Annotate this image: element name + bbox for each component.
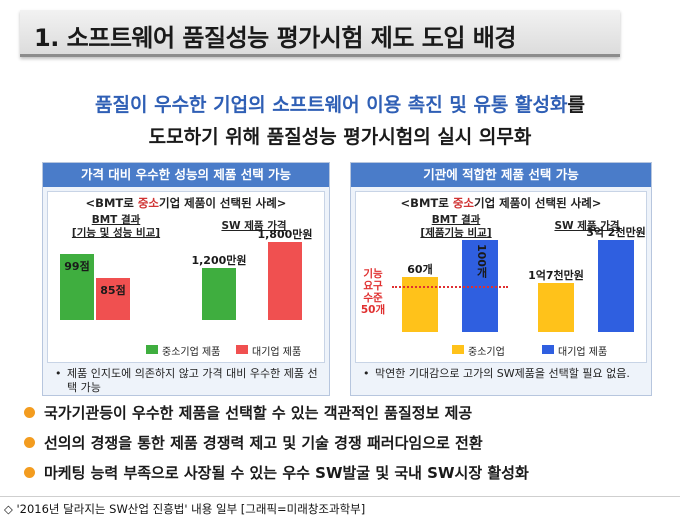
bar bbox=[60, 253, 94, 320]
right-panel-content: <BMT로 중소기업 제품이 선택된 사례> BMT 결과 [제품기능 비교] … bbox=[355, 191, 647, 363]
requirement-label: 기능 요구 수준 50개 bbox=[360, 268, 386, 316]
bullet-item: 선의의 경쟁을 통한 제품 경쟁력 제고 및 기술 경쟁 패러다임으로 전환 bbox=[24, 432, 664, 462]
subtitle-pre: <BMT로 bbox=[85, 196, 138, 210]
right-chart1-label-line2: [제품기능 비교] bbox=[420, 227, 492, 239]
bar bbox=[538, 283, 574, 332]
legend-green-label: 중소기업 제품 bbox=[162, 347, 221, 358]
left-chart1-label: BMT 결과 [기능 및 성능 비교] bbox=[52, 214, 180, 240]
bullet-dot-icon bbox=[24, 407, 35, 418]
subtitle-red: 중소 bbox=[452, 196, 474, 210]
right-chart1: 60개 100개 bbox=[356, 192, 526, 342]
left-panel: 가격 대비 우수한 성능의 제품 선택 가능 <BMT로 중소기업 제품이 선택… bbox=[42, 162, 330, 396]
caption: ◇ '2016년 달라지는 SW산업 진흥법' 내용 일부 [그래픽=미래창조과… bbox=[4, 502, 366, 516]
slide-title: 1. 소프트웨어 품질성능 평가시험 제도 도입 배경 bbox=[34, 24, 516, 52]
left-chart1-label-line1: BMT 결과 bbox=[91, 214, 141, 226]
requirement-line4: 50개 bbox=[360, 304, 386, 316]
right-chart2-label-text: SW 제품 가격 bbox=[554, 220, 620, 232]
left-panel-header: 가격 대비 우수한 성능의 제품 선택 가능 bbox=[43, 163, 329, 187]
bar-value-label: 99점 bbox=[64, 259, 90, 273]
bullet-text: 마케팅 능력 부족으로 사장될 수 있는 우수 SW발굴 및 국내 SW시장 활… bbox=[44, 464, 529, 482]
bar-value-label: 1,800만원 bbox=[257, 228, 313, 241]
bar-value-label: 85점 bbox=[100, 283, 126, 297]
requirement-reference-line bbox=[392, 286, 508, 288]
bullet-list: 국가기관등이 우수한 제품을 선택할 수 있는 객관적인 품질정보 제공 선의의… bbox=[24, 402, 664, 492]
right-panel-note: • 막연한 기대감으로 고가의 SW제품을 선택할 필요 없음. bbox=[363, 367, 643, 381]
bar bbox=[402, 276, 438, 332]
title-bar: 1. 소프트웨어 품질성능 평가시험 제도 도입 배경 bbox=[20, 10, 620, 57]
right-panel-subtitle: <BMT로 중소기업 제품이 선택된 사례> bbox=[356, 195, 646, 211]
right-chart1-label-line1: BMT 결과 bbox=[431, 214, 481, 226]
legend-yellow-swatch bbox=[452, 345, 464, 354]
right-chart2-label: SW 제품 가격 bbox=[528, 220, 646, 233]
legend-green-swatch bbox=[146, 345, 158, 354]
left-chart2-label-text: SW 제품 가격 bbox=[221, 220, 287, 232]
left-panel-note: • 제품 인지도에 의존하지 않고 가격 대비 우수한 제품 선택 가능 bbox=[55, 367, 321, 395]
bar bbox=[96, 277, 130, 320]
headline-line2: 도모하기 위해 품질성능 평가시험의 실시 의무화 bbox=[148, 126, 532, 148]
left-panel-note-text: 제품 인지도에 의존하지 않고 가격 대비 우수한 제품 선택 가능 bbox=[67, 367, 318, 394]
bar-value-label: 3억 2천만원 bbox=[586, 226, 646, 239]
bar bbox=[202, 268, 236, 320]
requirement-line2: 요구 bbox=[363, 280, 383, 292]
left-chart2: 1,200만원 1,800만원 bbox=[48, 192, 324, 332]
note-bullet: • bbox=[55, 367, 62, 380]
legend-red-label: 대기업 제품 bbox=[252, 347, 302, 358]
right-chart2: 1억7천만원 3억 2천만원 bbox=[356, 192, 648, 342]
bullet-dot-icon bbox=[24, 467, 35, 478]
bullet-item: 국가기관등이 우수한 제품을 선택할 수 있는 객관적인 품질정보 제공 bbox=[24, 402, 664, 432]
bar bbox=[598, 240, 634, 332]
bullet-text: 국가기관등이 우수한 제품을 선택할 수 있는 객관적인 품질정보 제공 bbox=[44, 404, 473, 422]
headline-highlight: 품질이 우수한 기업의 소프트웨어 이용 촉진 및 유통 활성화 bbox=[95, 94, 568, 116]
bullet-text: 선의의 경쟁을 통한 제품 경쟁력 제고 및 기술 경쟁 패러다임으로 전환 bbox=[44, 434, 483, 452]
requirement-line1: 기능 bbox=[363, 268, 383, 280]
bar-value-label: 1,200만원 bbox=[191, 254, 247, 267]
caption-divider bbox=[0, 496, 680, 497]
subtitle-post: 기업 제품이 선택된 사례> bbox=[159, 196, 287, 210]
bar-value-label: 100개 bbox=[475, 244, 488, 278]
subtitle-red: 중소 bbox=[137, 196, 159, 210]
right-panel-header: 기관에 적합한 제품 선택 가능 bbox=[351, 163, 651, 187]
requirement-line3: 수준 bbox=[363, 292, 383, 304]
right-chart1-label: BMT 결과 [제품기능 비교] bbox=[396, 214, 516, 240]
left-chart2-label: SW 제품 가격 bbox=[190, 220, 318, 233]
right-panel-note-text: 막연한 기대감으로 고가의 SW제품을 선택할 필요 없음. bbox=[375, 367, 630, 380]
legend-blue-swatch bbox=[542, 345, 554, 354]
left-panel-content: <BMT로 중소기업 제품이 선택된 사례> BMT 결과 [기능 및 성능 비… bbox=[47, 191, 325, 363]
legend-yellow-label: 중소기업 bbox=[468, 347, 505, 358]
subtitle-post: 기업 제품이 선택된 사례> bbox=[474, 196, 602, 210]
note-bullet: • bbox=[363, 367, 370, 380]
right-panel: 기관에 적합한 제품 선택 가능 <BMT로 중소기업 제품이 선택된 사례> … bbox=[350, 162, 652, 396]
bullet-dot-icon bbox=[24, 437, 35, 448]
left-chart1-label-line2: [기능 및 성능 비교] bbox=[71, 227, 161, 239]
bullet-item: 마케팅 능력 부족으로 사장될 수 있는 우수 SW발굴 및 국내 SW시장 활… bbox=[24, 462, 664, 492]
headline-suffix: 를 bbox=[567, 94, 585, 116]
slide: 1. 소프트웨어 품질성능 평가시험 제도 도입 배경 품질이 우수한 기업의 … bbox=[8, 6, 672, 490]
left-chart1: 99점 85점 bbox=[48, 192, 188, 332]
subtitle-pre: <BMT로 bbox=[400, 196, 453, 210]
bar bbox=[268, 242, 302, 320]
bar-value-label: 60개 bbox=[407, 262, 433, 276]
legend-blue-label: 대기업 제품 bbox=[558, 347, 608, 358]
left-panel-subtitle: <BMT로 중소기업 제품이 선택된 사례> bbox=[48, 195, 324, 211]
bar-value-label: 1억7천만원 bbox=[528, 269, 584, 283]
legend-red-swatch bbox=[236, 345, 248, 354]
headline-line1: 품질이 우수한 기업의 소프트웨어 이용 촉진 및 유통 활성화를 bbox=[8, 90, 672, 117]
